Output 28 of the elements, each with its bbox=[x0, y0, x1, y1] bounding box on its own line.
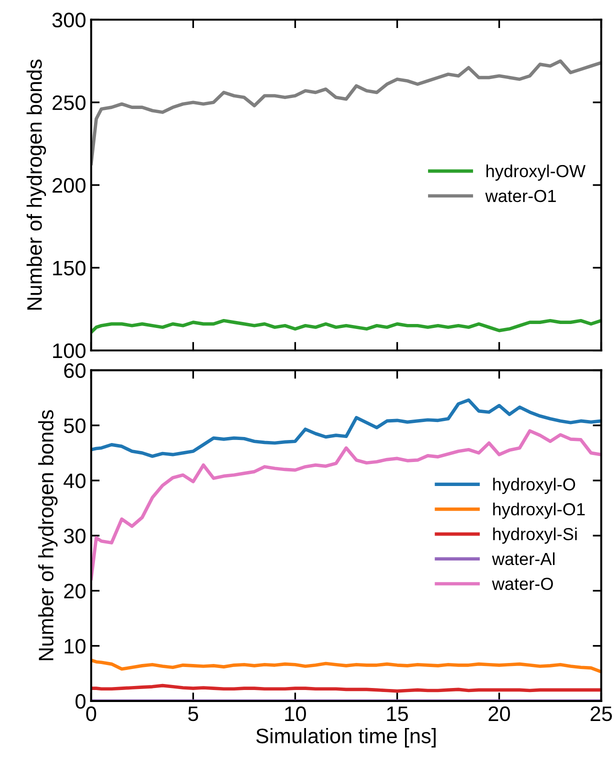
y-tick-label: 300 bbox=[52, 12, 86, 28]
x-axis-title: Simulation time [ns] bbox=[256, 728, 436, 748]
legend-label: hydroxyl-OW bbox=[486, 164, 586, 181]
y-tick-label: 100 bbox=[53, 343, 86, 358]
y-tick-label: 200 bbox=[52, 178, 86, 193]
y-tick-label: 50 bbox=[64, 418, 86, 434]
x-tick-label: 20 bbox=[488, 706, 510, 722]
y-tick-label: 30 bbox=[64, 528, 86, 544]
legend-label: hydroxyl-O1 bbox=[493, 502, 585, 519]
legend-label: hydroxyl-Si bbox=[493, 528, 577, 544]
y-tick-label: 150 bbox=[53, 260, 86, 276]
legend-label: water-O1 bbox=[485, 190, 556, 202]
y-tick-label: 20 bbox=[64, 584, 86, 598]
y-tick-label: 60 bbox=[64, 363, 86, 378]
x-tick-label: 0 bbox=[86, 706, 96, 722]
y-axis-title: Number of hydrogen bonds bbox=[26, 60, 46, 310]
y-tick-label: 250 bbox=[52, 95, 86, 110]
y-axis-title: Number of hydrogen bonds bbox=[38, 410, 58, 660]
y-tick-label: 10 bbox=[64, 638, 86, 654]
legend-label: water-O bbox=[492, 578, 553, 590]
x-tick-label: 25 bbox=[590, 706, 612, 722]
legend-label: water-Al bbox=[492, 552, 555, 566]
y-tick-label: 0 bbox=[76, 694, 86, 709]
x-tick-label: 5 bbox=[188, 706, 198, 722]
y-tick-label: 40 bbox=[64, 474, 86, 488]
x-tick-label: 10 bbox=[285, 706, 306, 722]
x-tick-label: 15 bbox=[387, 706, 408, 722]
legend-label: hydroxyl-O bbox=[493, 478, 576, 494]
